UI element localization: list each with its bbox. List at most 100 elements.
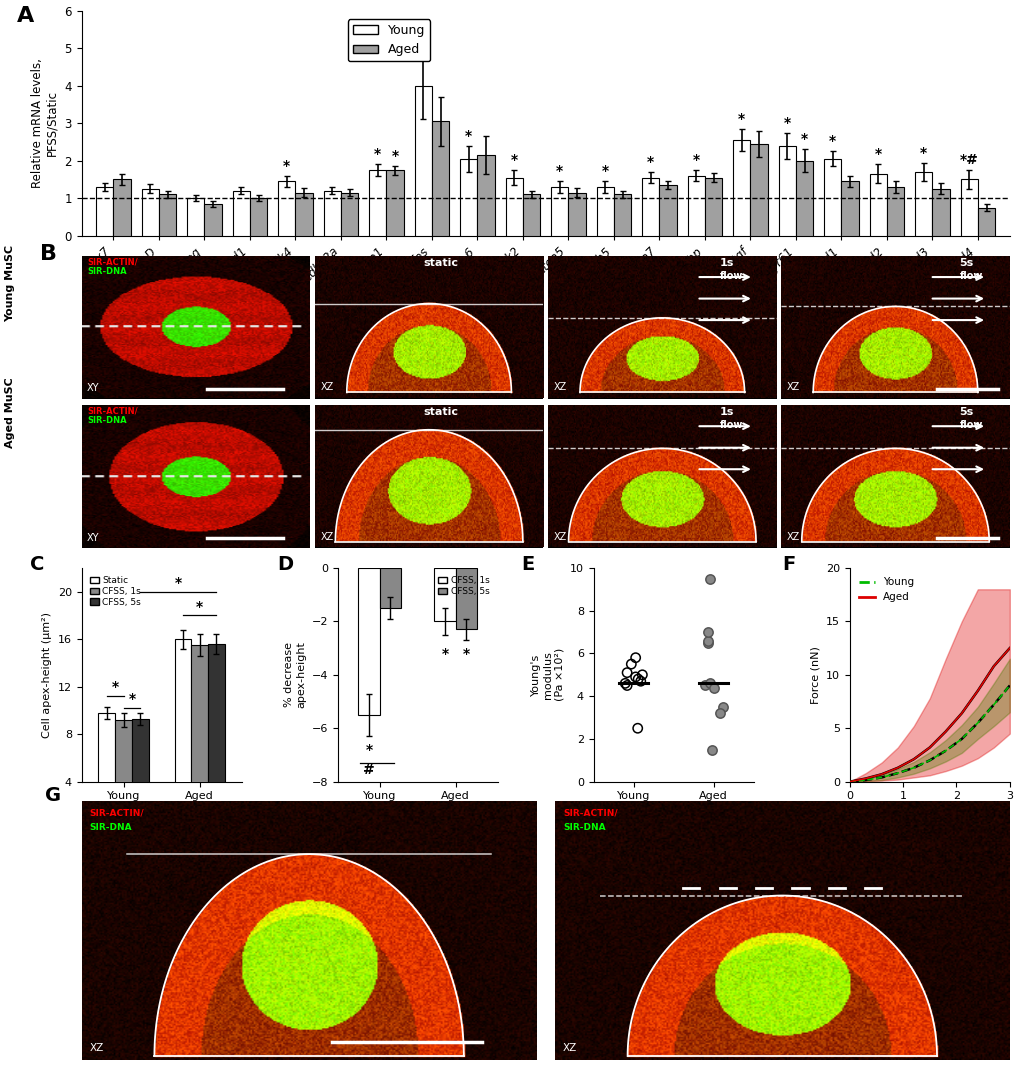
Text: flow: flow [959,420,982,431]
Y-axis label: Force (nN): Force (nN) [809,646,819,704]
Bar [687,176,704,236]
X-axis label: Indentation depth (μm): Indentation depth (μm) [864,806,994,817]
Text: *: * [647,155,654,169]
Text: flow: flow [718,271,742,281]
Bar [204,203,221,236]
Text: XZ: XZ [320,531,333,542]
Text: XZ: XZ [320,382,333,392]
Bar [323,191,340,236]
Text: *: * [196,600,203,614]
Text: XZ: XZ [553,531,567,542]
Text: *: * [874,148,881,162]
Text: G: G [45,786,61,805]
Text: A: A [16,6,34,26]
Text: *: * [374,148,381,162]
Point [632,673,648,690]
Text: XZ: XZ [786,382,799,392]
Bar [115,720,131,829]
Text: XZ: XZ [562,1043,577,1053]
Point [696,677,712,694]
Text: SIR-ACTIN/: SIR-ACTIN/ [87,407,138,416]
Bar [960,180,977,236]
Text: SIR-ACTIN/: SIR-ACTIN/ [90,809,145,818]
Bar [415,86,431,236]
Bar [186,198,204,236]
Point [701,570,717,587]
Bar [174,639,192,829]
Bar [232,191,250,236]
Bar [704,178,721,236]
Text: flow: flow [718,420,742,431]
Point [634,666,650,683]
Text: XY: XY [87,532,99,543]
Bar [977,208,995,236]
Bar [379,568,400,608]
Bar [98,713,115,829]
Bar [795,161,812,236]
Text: 5s: 5s [959,258,973,268]
Bar [523,195,540,236]
Text: E: E [521,555,534,574]
Bar [477,155,494,236]
Bar [142,188,159,236]
Point [714,698,731,715]
Text: Young MuSC: Young MuSC [5,245,15,322]
Point [616,675,633,692]
Text: SIR-DNA: SIR-DNA [87,417,126,425]
Point [619,664,635,681]
Legend: Young, Aged: Young, Aged [347,19,430,61]
Bar [208,644,224,829]
Bar [613,195,631,236]
Y-axis label: % decrease
apex-height: % decrease apex-height [284,642,306,708]
Text: SIR-DNA: SIR-DNA [562,824,605,832]
Bar [369,170,386,236]
Bar [841,181,858,236]
Text: C: C [31,555,45,574]
Text: *: * [128,692,136,706]
Bar [596,187,613,236]
Bar [340,193,358,236]
Text: F: F [782,555,795,574]
Bar [113,180,130,236]
Point [619,677,635,694]
Bar [733,140,750,236]
Bar [887,187,904,236]
Bar [159,195,176,236]
Text: 1s: 1s [718,407,733,417]
Point [699,634,715,651]
Point [699,623,715,640]
Text: XZ: XZ [553,382,567,392]
Bar [505,178,523,236]
Text: *: * [391,149,398,163]
Bar [431,121,448,236]
Text: XY: XY [87,383,99,393]
Bar [777,146,795,236]
Bar [96,187,113,236]
Text: SIR-ACTIN/: SIR-ACTIN/ [562,809,616,818]
Legend: Young, Aged: Young, Aged [854,573,917,606]
Text: SIR-DNA: SIR-DNA [90,824,132,832]
Bar [278,181,296,236]
Legend: Static, CFSS, 1s, CFSS, 5s: Static, CFSS, 1s, CFSS, 5s [86,572,145,610]
Bar [460,159,477,236]
Bar [931,188,949,236]
Bar [550,187,568,236]
Text: static: static [423,407,458,417]
Text: 1s: 1s [718,258,733,268]
Bar [568,193,585,236]
Text: *: * [601,164,608,179]
Text: Aged MuSC: Aged MuSC [5,377,15,448]
Point [623,655,639,673]
Legend: CFSS, 1s, CFSS, 5s: CFSS, 1s, CFSS, 5s [434,572,493,600]
Point [630,670,646,688]
Y-axis label: Cell apex-height (μm²): Cell apex-height (μm²) [42,612,52,738]
Text: *: * [555,164,562,179]
Text: flow: flow [959,271,982,281]
Text: *: * [800,133,807,147]
Point [701,675,717,692]
Bar [250,198,267,236]
Bar [750,144,767,236]
Text: *: * [919,146,926,160]
Text: D: D [276,555,292,574]
Point [711,705,728,722]
